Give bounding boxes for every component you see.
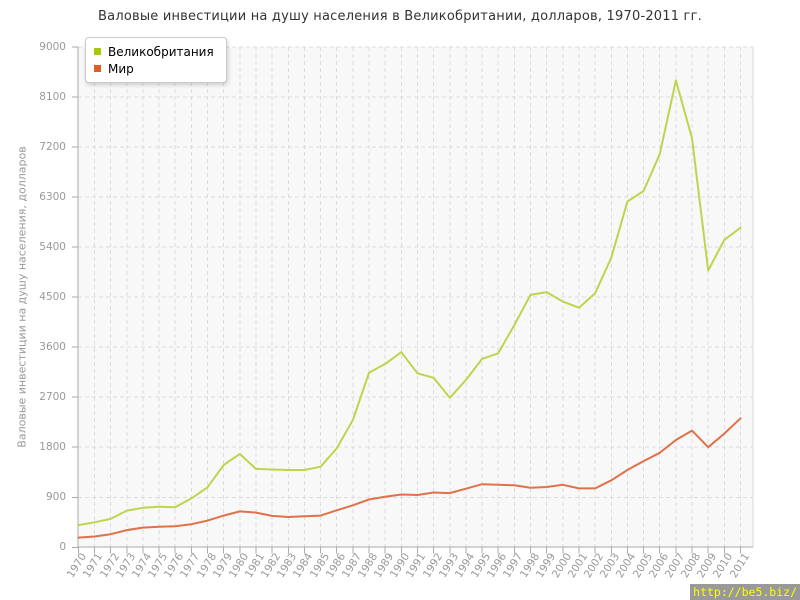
y-tick-label: 900 (45, 490, 66, 503)
watermark-link[interactable]: http://be5.biz/ (690, 584, 800, 600)
series-line-uk (77, 79, 742, 527)
y-tick-label: 6300 (39, 190, 66, 203)
y-tick-label: 0 (59, 540, 66, 553)
y-tick-label: 3600 (39, 340, 66, 353)
y-tick-label: 5400 (39, 240, 66, 253)
legend-item-uk: Великобритания (94, 43, 214, 60)
legend-label-world: Мир (108, 61, 134, 76)
y-tick-label: 7200 (39, 140, 66, 153)
y-tick-label: 4500 (39, 290, 66, 303)
x-tick-label: 2011 (682, 551, 751, 580)
y-tick-label: 2700 (39, 390, 66, 403)
world-series-swatch-icon (94, 65, 101, 72)
y-tick-label: 1800 (39, 440, 66, 453)
series-line-world (77, 417, 742, 539)
y-tick-label: 9000 (39, 40, 66, 53)
legend-item-world: Мир (94, 60, 214, 77)
y-tick-label: 8100 (39, 90, 66, 103)
legend: Великобритания Мир (85, 37, 227, 83)
uk-series-swatch-icon (94, 48, 101, 55)
legend-label-uk: Великобритания (108, 44, 214, 59)
chart-title: Валовые инвестиции на душу населения в В… (98, 9, 702, 24)
